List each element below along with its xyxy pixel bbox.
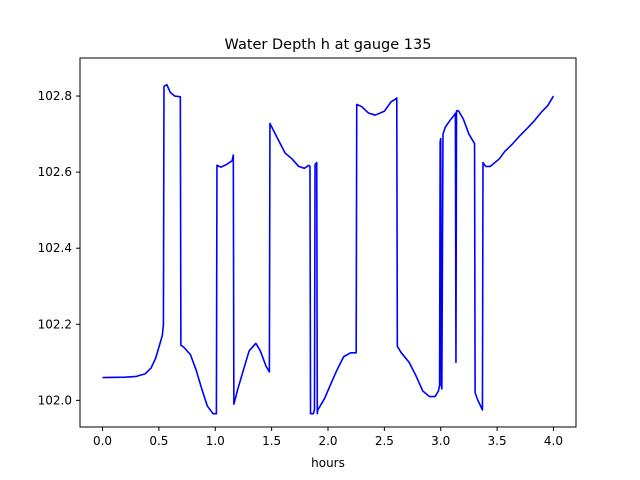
y-tick-label: 102.6	[38, 165, 72, 179]
y-tick-label: 102.0	[38, 393, 72, 407]
x-tick-label: 0.5	[149, 434, 168, 448]
y-tick-label: 102.8	[38, 89, 72, 103]
chart-title: Water Depth h at gauge 135	[225, 37, 432, 53]
y-axis: 102.0 102.2 102.4 102.6 102.8	[38, 89, 80, 407]
x-tick-label: 4.0	[544, 434, 563, 448]
x-tick-label: 3.5	[488, 434, 507, 448]
y-tick-label: 102.4	[38, 241, 72, 255]
x-tick-label: 2.5	[375, 434, 394, 448]
x-tick-label: 1.5	[262, 434, 281, 448]
series-line-0	[102, 83, 555, 415]
x-tick-label: 0.0	[93, 434, 112, 448]
x-tick-label: 1.0	[206, 434, 225, 448]
y-tick-label: 102.2	[38, 317, 72, 331]
plot-area	[102, 83, 555, 415]
x-axis-label: hours	[311, 456, 345, 470]
x-tick-label: 3.0	[431, 434, 450, 448]
x-axis: 0.0 0.5 1.0 1.5 2.0 2.5 3.0 3.5 4.0	[93, 427, 563, 448]
x-tick-label: 2.0	[318, 434, 337, 448]
